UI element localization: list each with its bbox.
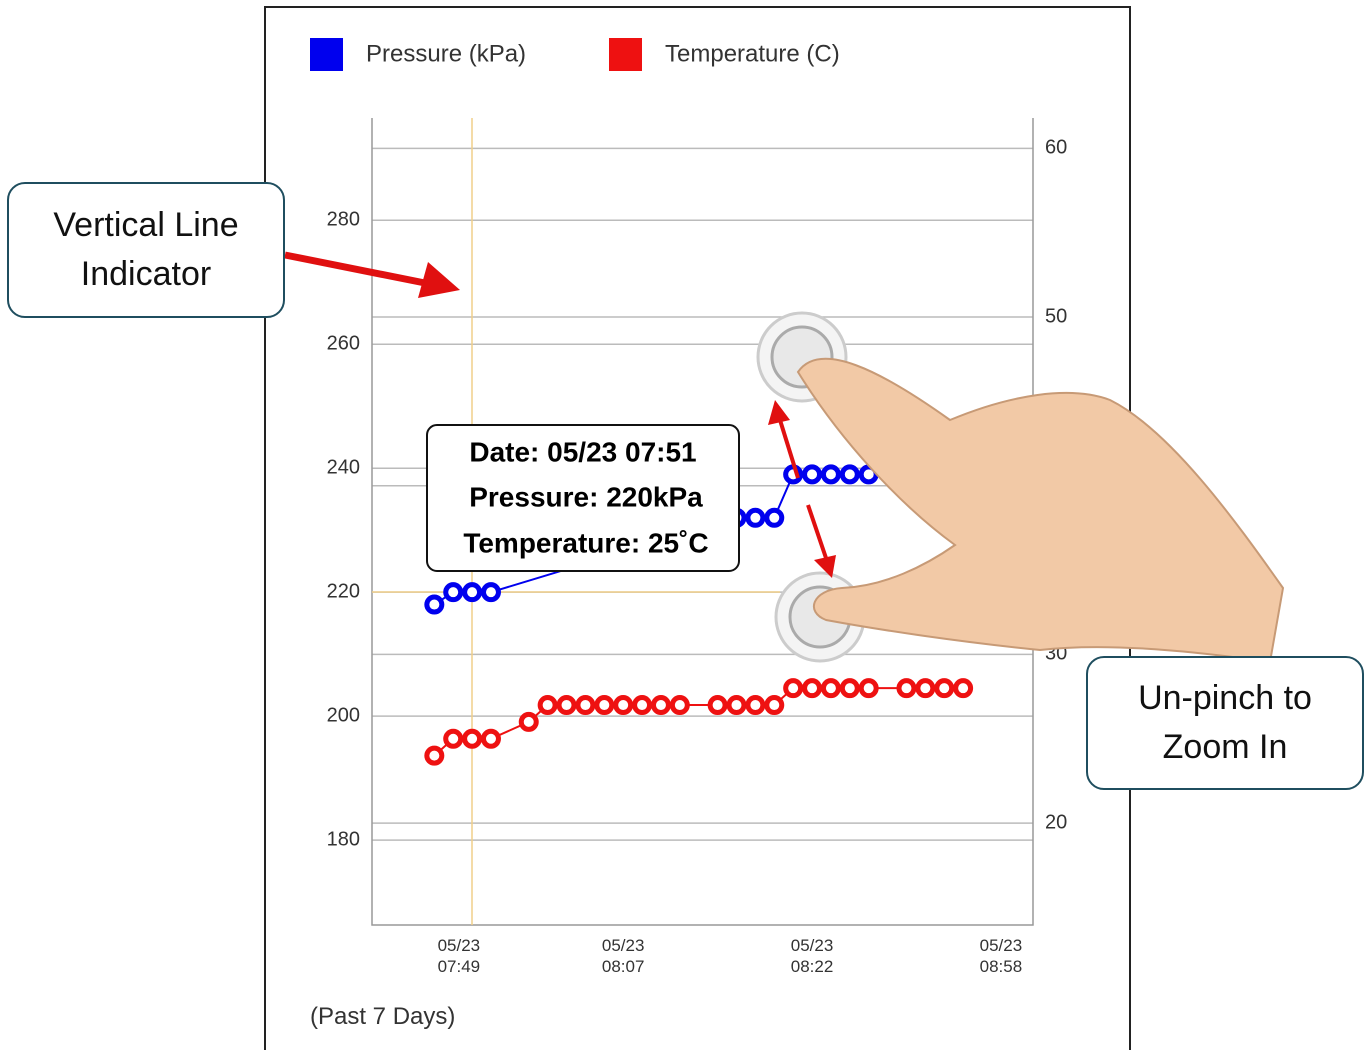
data-point <box>764 507 785 528</box>
gesture <box>756 311 1285 664</box>
legend-label: Temperature (C) <box>665 40 840 67</box>
data-point <box>726 695 747 716</box>
data-point <box>632 695 653 716</box>
arrow-head <box>768 400 790 425</box>
series-line <box>433 687 964 757</box>
data-point <box>764 695 785 716</box>
hand <box>796 357 1285 664</box>
data-point <box>518 711 539 732</box>
data-point <box>858 678 879 699</box>
y-tick-label: 200 <box>327 704 360 726</box>
data-point <box>443 728 464 749</box>
data-point <box>745 695 766 716</box>
legend-swatch <box>310 38 343 71</box>
data-point <box>934 678 955 699</box>
callout-arrow-head <box>418 262 460 298</box>
data-point <box>613 695 634 716</box>
data-point <box>953 678 974 699</box>
tooltip-line: Pressure: 220kPa <box>469 481 703 512</box>
legend-swatch <box>609 38 642 71</box>
data-point <box>783 678 804 699</box>
data-point <box>480 728 501 749</box>
y2-tick-label: 50 <box>1045 305 1067 327</box>
y-tick-label: 220 <box>327 580 360 602</box>
data-point <box>839 464 860 485</box>
data-point <box>820 678 841 699</box>
data-point <box>443 582 464 603</box>
y-tick-label: 180 <box>327 828 360 850</box>
data-point <box>575 695 596 716</box>
data-point <box>915 678 936 699</box>
data-point <box>650 695 671 716</box>
callout: Vertical Line Indicator <box>7 182 285 318</box>
x-tick-label: 05/23 08:22 <box>790 936 834 976</box>
plot: Pressure (kPa) Temperature (C) 180 200 220 24… <box>310 38 1067 926</box>
data-point <box>424 745 445 766</box>
footer: (Past 7 Days) <box>310 1003 456 1030</box>
data-point <box>839 678 860 699</box>
arrow-head <box>814 555 836 578</box>
callout-arrow <box>284 251 426 287</box>
data-point <box>820 464 841 485</box>
data-point <box>462 728 483 749</box>
tooltip: Date: 05/23 07:51 Pressure: 220kPa Tempe… <box>426 424 740 572</box>
arrow <box>806 504 828 559</box>
data-point <box>669 695 690 716</box>
data-point <box>480 582 501 603</box>
data-point <box>802 678 823 699</box>
data-point <box>424 594 445 615</box>
callout: Un-pinch to Zoom In <box>1086 656 1364 790</box>
y-tick-label: 240 <box>327 456 360 478</box>
data-point <box>537 695 558 716</box>
y2-tick-label: 20 <box>1045 811 1067 833</box>
data-point <box>896 678 917 699</box>
arrow <box>778 419 800 479</box>
x-tick-label: 05/23 07:49 <box>437 936 481 976</box>
y2-tick-label: 60 <box>1045 137 1067 159</box>
data-point <box>556 695 577 716</box>
data-point <box>802 464 823 485</box>
legend-label: Pressure (kPa) <box>366 40 526 67</box>
x-tick-label: 05/23 08:07 <box>601 936 645 976</box>
y-tick-label: 280 <box>327 209 360 231</box>
tooltip-box <box>426 424 740 572</box>
data-point <box>594 695 615 716</box>
data-point <box>462 582 483 603</box>
data-point <box>707 695 728 716</box>
tooltip-line: Temperature: 25˚C <box>463 527 708 558</box>
x-tick-label: 05/23 08:58 <box>979 936 1023 976</box>
tooltip-line: Date: 05/23 07:51 <box>469 436 696 467</box>
data-point <box>745 507 766 528</box>
y-tick-label: 260 <box>327 333 360 355</box>
